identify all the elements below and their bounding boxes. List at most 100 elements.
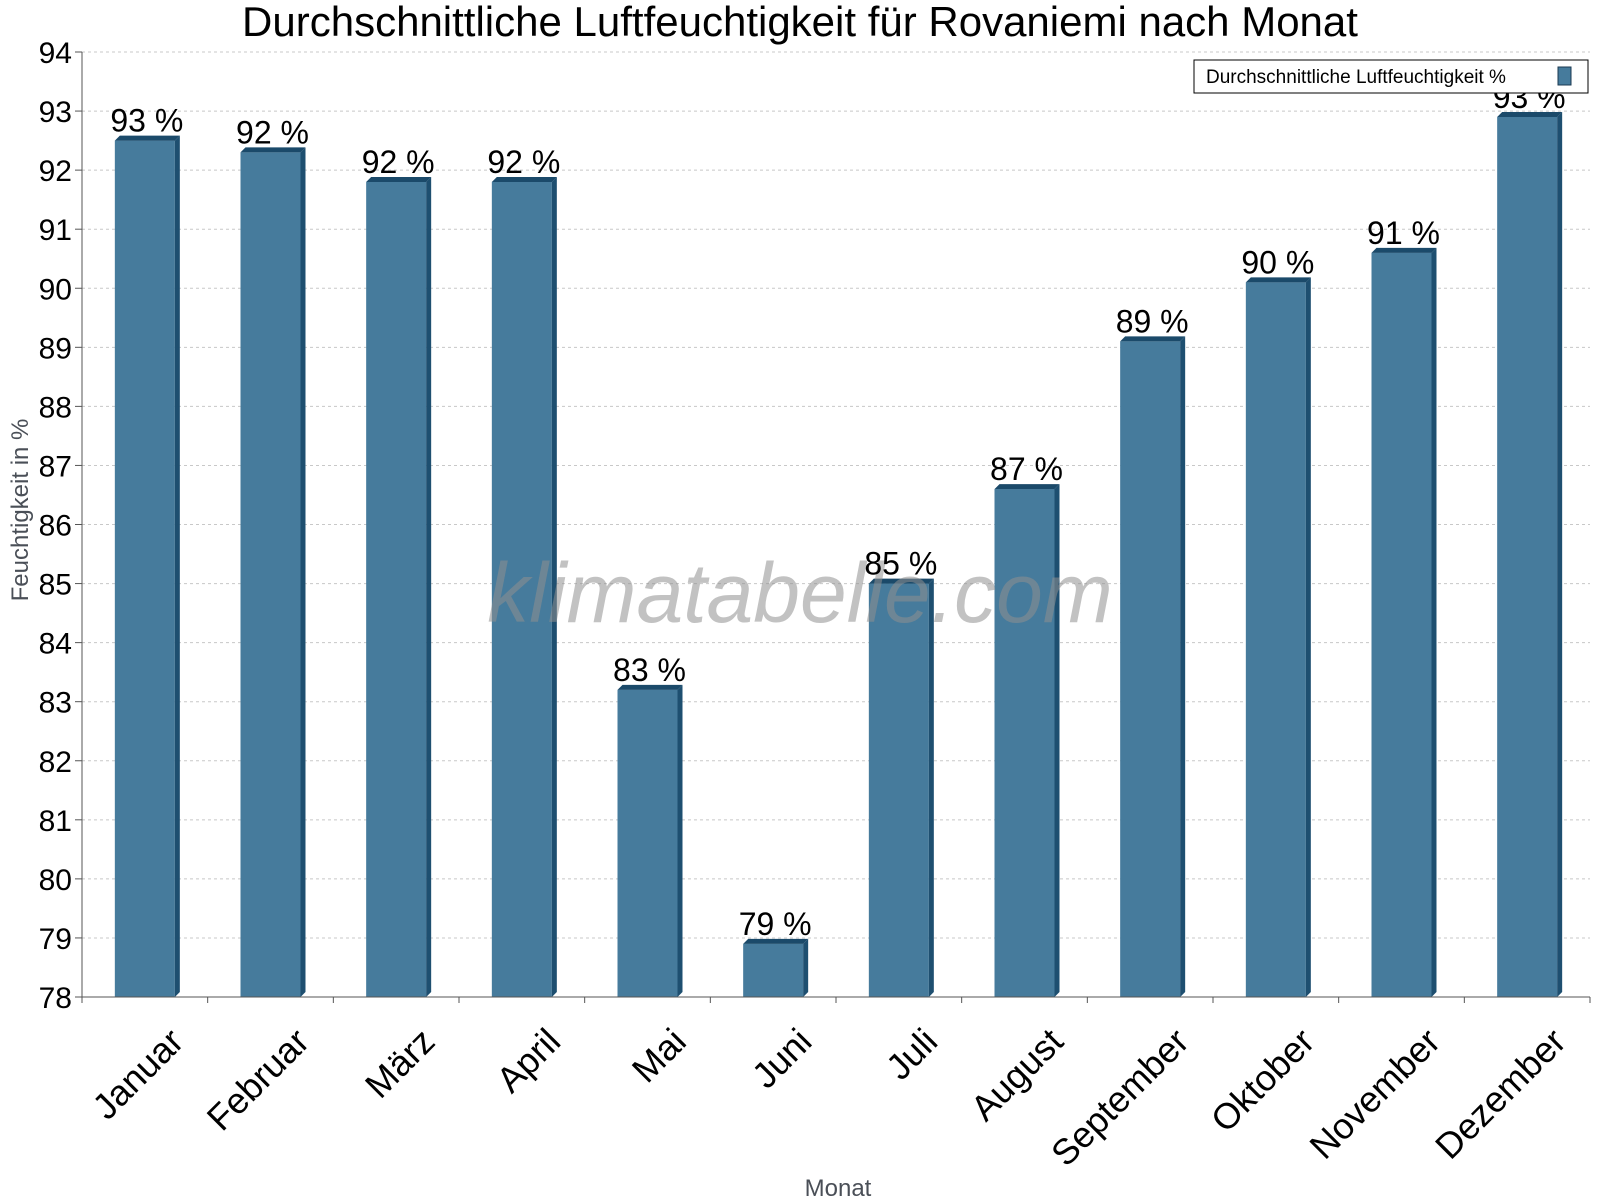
bar-top — [366, 176, 432, 182]
bar-side — [1180, 336, 1186, 997]
y-tick-label: 79 — [39, 923, 72, 956]
bar — [1371, 247, 1437, 997]
y-tick-label: 82 — [39, 746, 72, 779]
x-tick-label: März — [357, 1020, 443, 1106]
data-labels: 93 % 92 % 92 % 92 % 83 % 79 % 85 % 87 % 89 % 90 %… — [110, 79, 1565, 942]
y-tick-label: 90 — [39, 273, 72, 306]
bar-side — [1557, 111, 1563, 997]
bar-front — [868, 583, 929, 997]
bar-side — [300, 147, 306, 997]
legend-swatch — [1557, 66, 1572, 86]
bar-side — [426, 176, 432, 997]
x-tick-label: September — [1043, 1020, 1197, 1174]
bar-front — [1120, 341, 1181, 997]
y-axis-label: Feuchtigkeit in % — [7, 419, 34, 602]
bar — [1245, 277, 1311, 997]
bar — [743, 938, 809, 997]
data-label: 91 % — [1367, 215, 1440, 251]
bar-front — [1371, 252, 1432, 997]
bar-top — [114, 135, 180, 141]
data-label: 92 % — [236, 114, 309, 150]
bar-top — [240, 147, 306, 153]
bar-side — [928, 578, 934, 997]
data-label: 87 % — [990, 451, 1063, 487]
data-label: 93 % — [110, 103, 183, 139]
bar-side — [551, 176, 557, 997]
bar-front — [491, 181, 552, 997]
y-tick-label: 80 — [39, 864, 72, 897]
bar-top — [491, 176, 557, 182]
data-label: 90 % — [1241, 244, 1314, 280]
bar-top — [868, 578, 934, 584]
bar-top — [1120, 336, 1186, 342]
x-tick-label: Dezember — [1427, 1020, 1573, 1166]
x-tick-labels: Januar Februar März April Mai Juni Juli AugustS… — [84, 1020, 1573, 1174]
data-label: 92 % — [362, 144, 435, 180]
bar-front — [114, 140, 175, 997]
y-tick-labels: 78 79 80 81 82 83 84 85 86 87 88 89 90 91 92 93 94 — [39, 37, 72, 1015]
bar-side — [174, 135, 180, 997]
bar-top — [1497, 111, 1563, 117]
bar-front — [994, 489, 1055, 997]
bar — [617, 684, 683, 997]
legend-box — [1193, 59, 1589, 94]
x-tick-label: August — [963, 1020, 1071, 1128]
x-tick-label: Januar — [84, 1020, 191, 1127]
bar — [994, 484, 1060, 997]
y-tick-label: 87 — [39, 450, 72, 483]
x-tick-label: Juli — [878, 1020, 945, 1087]
bar-front — [366, 181, 427, 997]
y-tick-label: 85 — [39, 569, 72, 602]
bar-top — [994, 484, 1060, 490]
legend: Durchschnittliche Luftfeuchtigkeit % — [1193, 59, 1589, 94]
chart-title: Durchschnittliche Luftfeuchtigkeit für R… — [242, 0, 1358, 45]
y-tick-label: 86 — [39, 510, 72, 543]
data-label: 89 % — [1116, 303, 1189, 339]
y-tick-label: 78 — [39, 982, 72, 1015]
y-tick-label: 94 — [39, 37, 72, 70]
bar-side — [803, 938, 809, 997]
bar — [114, 135, 180, 997]
x-tick-label: Mai — [624, 1020, 694, 1090]
bar — [491, 176, 557, 997]
bar-front — [1497, 116, 1558, 997]
x-tick-label: Februar — [199, 1020, 317, 1138]
bar-front — [240, 152, 301, 997]
bar-top — [617, 684, 683, 690]
y-tick-label: 83 — [39, 687, 72, 720]
data-label: 85 % — [864, 546, 937, 582]
y-tick-label: 89 — [39, 332, 72, 365]
legend-label: Durchschnittliche Luftfeuchtigkeit % — [1206, 67, 1506, 88]
bar — [1497, 111, 1563, 997]
bar-front — [743, 943, 804, 997]
watermark: klimatabelle.com — [487, 546, 1113, 640]
bar-side — [1054, 484, 1060, 997]
data-label: 83 % — [613, 652, 686, 688]
y-tick-label: 81 — [39, 805, 72, 838]
bar — [868, 578, 934, 997]
y-tick-label: 91 — [39, 214, 72, 247]
bar-front — [617, 689, 678, 997]
data-label: 92 % — [487, 144, 560, 180]
x-tick-label: Oktober — [1203, 1020, 1323, 1140]
bar-front — [1245, 282, 1306, 997]
bar-side — [677, 684, 683, 997]
data-label: 79 % — [739, 906, 812, 942]
bar-top — [1371, 247, 1437, 253]
axes — [75, 51, 1591, 1003]
y-tick-label: 88 — [39, 391, 72, 424]
grid-lines — [82, 51, 1590, 939]
x-tick-label: November — [1301, 1020, 1447, 1166]
bar-top — [743, 938, 809, 944]
y-tick-label: 93 — [39, 96, 72, 129]
bar-top — [1245, 277, 1311, 283]
bar — [1120, 336, 1186, 997]
bar-side — [1305, 277, 1311, 997]
x-tick-label: Juni — [744, 1020, 820, 1096]
x-tick-label: April — [488, 1020, 568, 1100]
x-axis-label: Monat — [805, 1175, 872, 1200]
bar-side — [1431, 247, 1437, 997]
bars — [114, 111, 1563, 997]
bar — [366, 176, 432, 997]
